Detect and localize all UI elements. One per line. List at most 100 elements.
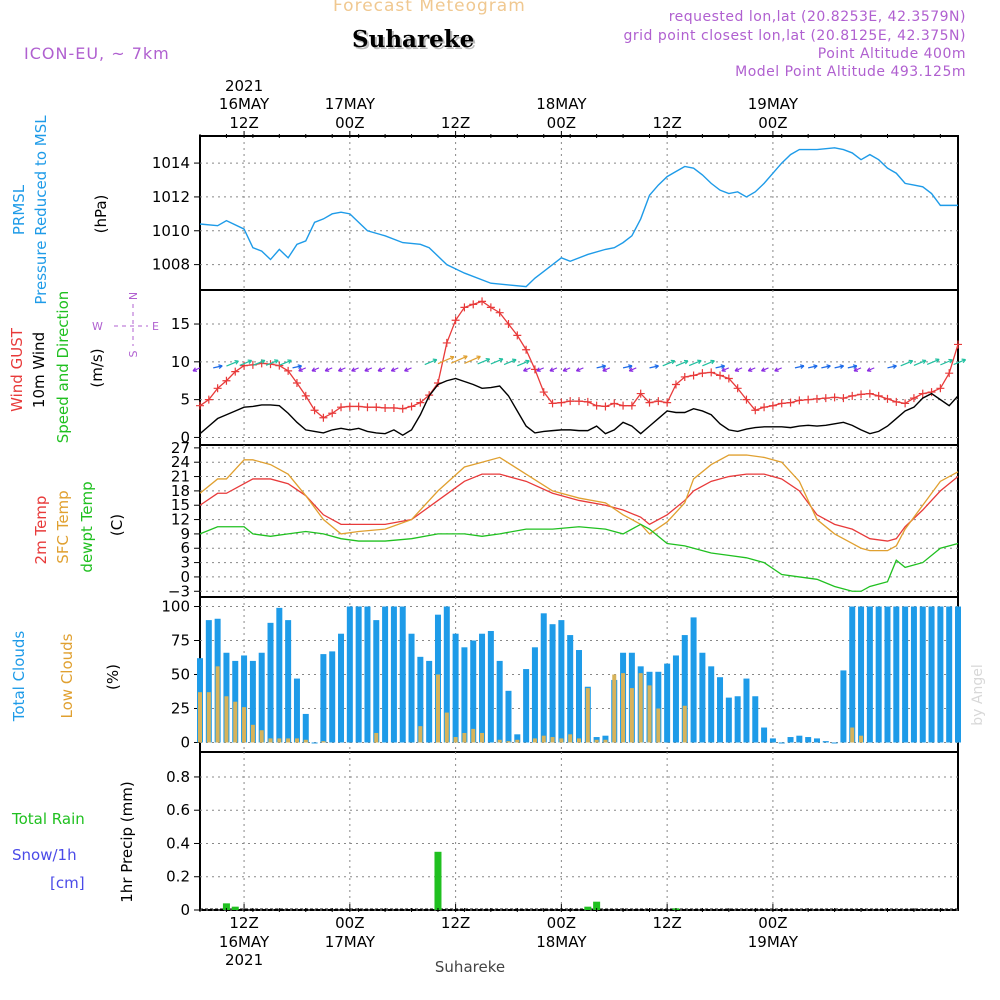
low-cloud-bar [594,739,599,743]
grid-point-lonlat: grid point closest lon,lat (20.8125E, 42… [623,28,966,44]
gust-marker [610,399,619,408]
low-cloud-bar [303,739,308,743]
wind-direction-arrow [311,367,320,372]
wind-direction-arrowhead [575,367,581,372]
wind-direction-arrow [226,360,239,367]
total-cloud-bar [893,606,900,743]
y-tick-label: 100 [161,598,190,616]
precip-unit: 1hr Precip (mm) [118,781,136,902]
y-tick-label: 1010 [152,222,190,240]
wind-direction-arrow [748,367,756,372]
rain-bar [222,903,230,910]
gust-marker [742,395,751,404]
low-cloud-bar [621,673,626,743]
total-cloud-bar [858,606,865,743]
wind-label-direction: Speed and Direction [54,291,72,444]
gust-marker [363,403,372,412]
wind-direction-arrow [649,365,659,369]
total-cloud-bar [655,671,662,743]
total-cloud-bar [540,613,547,743]
total-cloud-bar [249,660,256,743]
wind-direction-arrow [702,360,715,367]
wind-direction-arrow [808,365,818,369]
total-cloud-bar [690,617,697,743]
time-label-bottom: 00Z [335,914,364,932]
wind-direction-arrowhead [761,367,766,372]
cloud-labels: Total Clouds Low Clouds (%) [10,631,122,723]
total-cloud-bar [417,656,424,743]
total-cloud-bar [346,606,353,743]
low-cloud-bar [250,724,255,743]
low-cloud-bar [638,673,643,743]
total-cloud-bar [514,734,521,743]
total-cloud-bar [681,635,688,743]
low-cloud-bar [374,732,379,743]
gust-marker [768,401,777,410]
low-cloud-bar [532,738,537,743]
panel-4: 0 0.2 0.4 0.6 0.8 [166,751,959,919]
panel-frame [199,289,959,446]
wind-direction-arrowhead [892,364,897,369]
total-cloud-bar [461,647,468,743]
compass-rose: N S W E [92,292,159,358]
total-cloud-bar [884,606,891,743]
gust-marker [786,398,795,407]
pressure-unit: (hPa) [92,195,110,234]
wind-direction-arrowhead [601,364,607,369]
y-tick-label: 3 [180,554,190,572]
time-label-bottom: 12Z [652,914,681,932]
low-cloud-bar [321,741,326,743]
credit-watermark: by Angel [970,664,986,725]
wind-direction-arrow [887,365,897,369]
wind-direction-arrowhead [512,358,517,364]
wind-direction-arrowhead [498,357,504,363]
total-cloud-bar [725,697,732,743]
y-tick-label: 1012 [152,188,190,206]
total-cloud-bar [840,670,847,743]
y-tick-label: 0.6 [166,801,190,819]
wind-direction-arrowhead [562,367,568,372]
total-cloud-bar [426,660,433,743]
low-cloud-bar [541,735,546,743]
wind-direction-arrowhead [721,367,726,372]
total-cloud-bar [813,738,820,743]
wind-direction-arrow [900,360,913,367]
time-label-bottom: 00Z [547,914,576,932]
wind-direction-arrowhead [734,367,740,372]
date-label-top: 18MAY [536,95,587,113]
panel-frame [199,751,959,911]
gust-marker [848,391,857,400]
y-tick-label: 75 [171,632,190,650]
total-cloud-bar [470,640,477,743]
gust-marker [724,374,733,383]
y-tick-label: 0.4 [166,834,190,852]
total-cloud-bar [787,737,794,743]
low-cloud-bar [418,726,423,743]
wind-direction-arrowhead [377,367,383,372]
total-cloud-bar [302,713,309,743]
gust-marker [883,394,892,403]
total-cloud-bar [769,738,776,743]
gust-marker [557,398,566,407]
total-cloud-bar [267,622,274,743]
gust-marker [566,397,575,406]
wind-direction-arrow [549,367,558,372]
wind-direction-arrow [602,367,611,372]
gust-marker [451,316,460,325]
total-cloud-bar [734,696,741,743]
y-tick-label: 21 [171,468,190,486]
wind-direction-arrow [279,359,292,366]
gust-marker [275,361,284,370]
total-cloud-bar [866,606,873,743]
wind-direction-arrowhead [602,367,607,372]
total-cloud-bar [364,606,371,743]
wind-direction-arrow [239,359,252,367]
total-cloud-bar [531,647,538,743]
wind-direction-arrowhead [628,364,633,369]
total-cloud-bar [849,606,856,743]
wind-label-gust: Wind GUST [8,327,26,412]
total-cloud-bar [910,606,917,743]
gust-marker [795,396,804,405]
gust-marker [707,368,716,377]
